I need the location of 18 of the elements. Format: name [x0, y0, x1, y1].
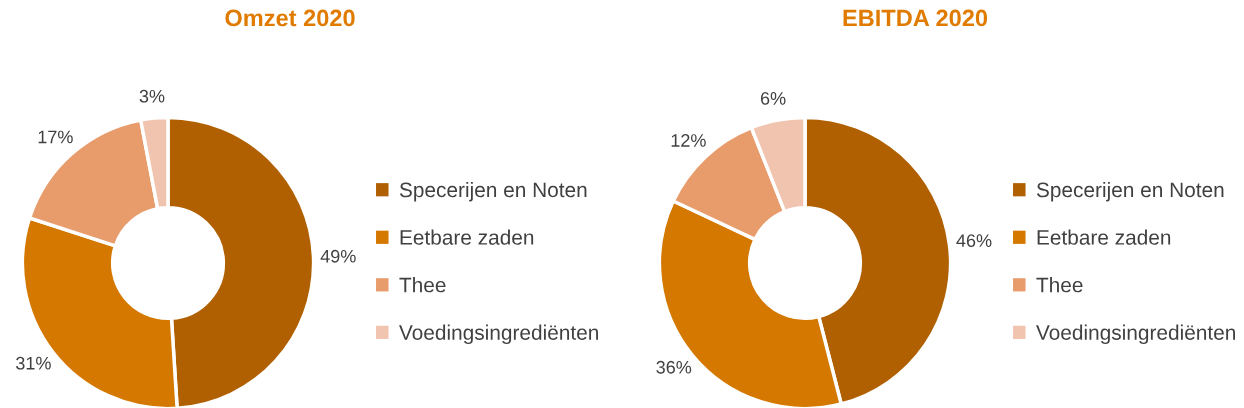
data-label: 36% — [656, 360, 692, 374]
data-label: 3% — [139, 89, 165, 103]
legend-label: Eetbare zaden — [1037, 229, 1171, 245]
data-label: 46% — [956, 234, 992, 248]
legend-label: Eetbare zaden — [400, 229, 534, 245]
chart-title: EBITDA 2020 — [843, 9, 988, 27]
data-label: 6% — [760, 92, 786, 105]
legend-label: Voedingsingrediënten — [1036, 324, 1235, 345]
data-label: 12% — [671, 134, 706, 147]
data-label: 31% — [16, 356, 51, 370]
chart-title: Omzet 2020 — [225, 9, 355, 27]
legend-label: Voedingsingrediënten — [399, 324, 598, 345]
legend-label: Specerijen en Noten — [399, 181, 587, 202]
legend-label: Specerijen en Noten — [1036, 181, 1224, 202]
legend-label: Thee — [399, 277, 446, 293]
legend-label: Thee — [1036, 277, 1083, 293]
data-label: 17% — [38, 130, 73, 144]
data-label: 49% — [320, 249, 356, 263]
